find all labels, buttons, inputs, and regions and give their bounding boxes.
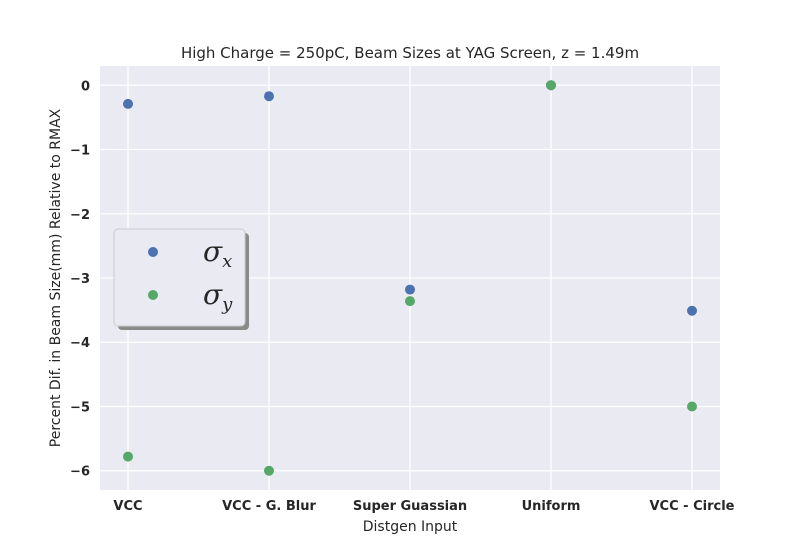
chart-title: High Charge = 250pC, Beam Sizes at YAG S…	[181, 44, 639, 62]
data-points	[123, 80, 697, 476]
data-point-sigma-y	[687, 401, 697, 412]
y-tick-label: −2	[70, 208, 90, 223]
y-tick-label: 0	[81, 79, 90, 94]
y-tick-label: −3	[70, 272, 90, 287]
legend-marker-sigma-x	[148, 247, 158, 257]
x-tick-label: VCC - G. Blur	[222, 499, 316, 514]
y-tick-label: −6	[70, 465, 90, 480]
data-point-sigma-x	[405, 284, 415, 295]
x-tick-label: VCC	[113, 499, 142, 514]
legend-subscript: y	[221, 294, 233, 315]
y-tick-label: −4	[70, 336, 90, 351]
data-point-sigma-x	[687, 305, 697, 316]
tick-labels: 0 −1 −2 −3 −4 −5 −6 VCC VCC - G. Blur Super Guass…	[70, 79, 735, 514]
data-point-sigma-y	[546, 80, 556, 91]
grid-lines	[100, 66, 720, 490]
legend-subscript: x	[222, 251, 232, 272]
y-axis-label: Percent Dif. in Beam Size(mm) Relative t…	[48, 108, 64, 447]
x-tick-label: Super Guassian	[353, 499, 467, 514]
legend-box	[113, 228, 246, 327]
data-point-sigma-y	[123, 451, 133, 462]
y-tick-label: −1	[70, 144, 90, 159]
data-point-sigma-y	[264, 465, 274, 476]
data-point-sigma-x	[264, 91, 274, 102]
x-tick-label: VCC - Circle	[650, 499, 735, 514]
data-point-sigma-x	[123, 98, 133, 109]
y-tick-label: −5	[70, 400, 90, 415]
data-point-sigma-y	[405, 296, 415, 307]
legend-marker-sigma-y	[148, 290, 158, 300]
x-tick-label: Uniform	[522, 499, 581, 514]
x-axis-label: Distgen Input	[363, 519, 458, 535]
